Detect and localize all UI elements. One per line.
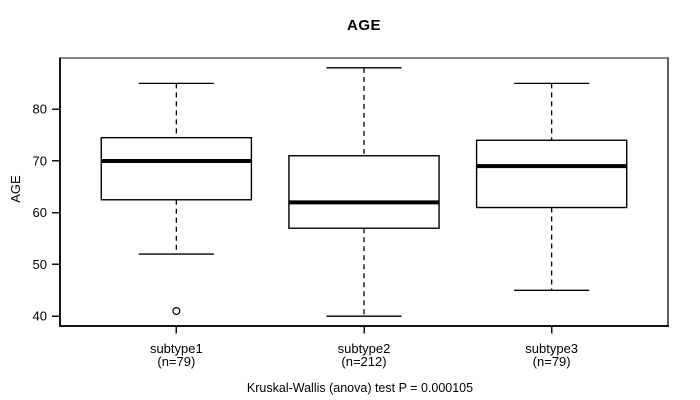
iqr-box <box>100 136 253 201</box>
y-tick-label: 70 <box>33 153 47 168</box>
boxplot-group-subtype2: subtype2(n=212) <box>288 67 440 369</box>
outlier-point <box>172 306 181 315</box>
x-category-label: subtype2 <box>338 341 391 356</box>
y-tick-label: 60 <box>33 205 47 220</box>
x-category-label: subtype1 <box>150 341 203 356</box>
y-tick-label: 50 <box>33 257 47 272</box>
y-tick-label: 40 <box>33 309 47 324</box>
y-axis-title: AGE <box>8 175 23 203</box>
boxplot-group-subtype3: subtype3(n=79) <box>475 82 628 369</box>
x-category-sublabel: (n=79) <box>157 354 195 369</box>
x-category-label: subtype3 <box>525 341 578 356</box>
iqr-box <box>288 155 440 229</box>
stat-test-caption: Kruskal-Wallis (anova) test P = 0.000105 <box>246 381 474 395</box>
boxplot-group-subtype1: subtype1(n=79) <box>100 82 253 369</box>
y-tick-label: 80 <box>33 102 47 117</box>
chart-title: AGE <box>346 17 381 34</box>
iqr-box <box>475 139 628 209</box>
x-category-sublabel: (n=212) <box>341 354 386 369</box>
x-category-sublabel: (n=79) <box>533 354 571 369</box>
